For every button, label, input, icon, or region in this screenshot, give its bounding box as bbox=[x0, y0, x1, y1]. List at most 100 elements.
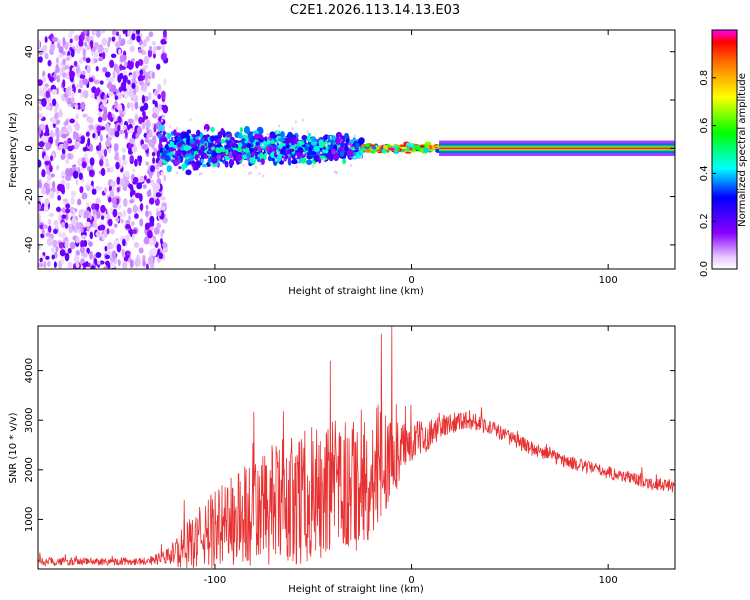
spectrogram-cell bbox=[50, 155, 54, 162]
spectrogram-cell bbox=[98, 142, 102, 151]
spectrogram-cell bbox=[56, 133, 60, 142]
spectrogram-cell bbox=[266, 132, 269, 136]
spectrogram-cell bbox=[338, 146, 344, 152]
spectrogram-cell bbox=[153, 226, 160, 235]
spectrogram-cell bbox=[88, 124, 95, 130]
spectrogram-cell bbox=[201, 163, 208, 168]
spectrogram-cell bbox=[92, 30, 97, 35]
spectrogram-cell bbox=[156, 170, 160, 179]
spectrogram-cell bbox=[65, 203, 71, 209]
spectrogram-cell bbox=[78, 39, 84, 47]
spectrogram-cell bbox=[242, 163, 245, 167]
spectrogram-cell bbox=[324, 134, 329, 140]
spectrogram-y-tick-label: -20 bbox=[24, 188, 35, 204]
spectrogram-cell bbox=[139, 69, 144, 76]
snr-x-tick: -100 bbox=[204, 326, 226, 586]
spectrogram-cell bbox=[78, 58, 84, 64]
spectrogram-cell bbox=[123, 60, 128, 68]
spectrogram-cell bbox=[145, 263, 149, 269]
spectrogram-cell bbox=[120, 218, 124, 224]
spectrogram-cell bbox=[163, 77, 167, 86]
spectrogram-cell bbox=[46, 183, 50, 189]
spectrogram-cell bbox=[54, 112, 59, 120]
spectrogram-cell bbox=[57, 183, 63, 192]
spectrogram-cell bbox=[42, 224, 48, 229]
spectrogram-cell bbox=[44, 135, 49, 143]
spectrogram-cell bbox=[185, 153, 189, 158]
spectrogram-cell bbox=[210, 126, 215, 133]
spectrogram-cell bbox=[300, 156, 307, 164]
spectrogram-cell bbox=[284, 154, 289, 160]
spectrogram-cell bbox=[122, 260, 128, 269]
spectrogram-cell bbox=[81, 192, 88, 200]
spectrogram-cell bbox=[161, 229, 165, 234]
spectrogram-cell bbox=[117, 115, 122, 124]
snr-y-ticks: 1000 2000 3000 4000 bbox=[24, 358, 675, 532]
spectrogram-cell bbox=[117, 259, 121, 267]
spectrogram-cell bbox=[79, 73, 86, 79]
spectrogram-cell bbox=[151, 41, 157, 46]
spectrogram-cell bbox=[62, 58, 66, 66]
spectrogram-cell bbox=[50, 173, 55, 178]
spectrogram-cell bbox=[225, 148, 229, 156]
spectrogram-cell bbox=[104, 187, 108, 194]
spectrogram-cell bbox=[151, 71, 155, 79]
spectrogram-cell bbox=[43, 261, 47, 269]
spectrogram-cell bbox=[123, 55, 127, 61]
spectrogram-cell bbox=[110, 180, 117, 188]
spectrogram-cell bbox=[306, 130, 309, 134]
spectrogram-cell bbox=[38, 181, 43, 189]
spectrogram-cell bbox=[71, 217, 77, 226]
spectrogram-cell bbox=[153, 123, 157, 132]
spectrogram-cell bbox=[38, 214, 41, 220]
spectrogram-cell bbox=[93, 213, 97, 223]
spectrogram-cell bbox=[64, 240, 69, 249]
spectrogram-cell bbox=[88, 241, 93, 247]
spectrogram-cell bbox=[261, 143, 264, 147]
spectrogram-cell bbox=[67, 247, 72, 254]
spectrogram-cell bbox=[132, 71, 137, 80]
spectrogram-cell bbox=[210, 146, 216, 151]
spectrogram-cell bbox=[61, 127, 68, 133]
spectrogram-cell bbox=[255, 141, 260, 146]
spectrogram-cell bbox=[94, 186, 101, 191]
spectrogram-cell bbox=[67, 152, 72, 160]
spectrogram-cell bbox=[165, 134, 168, 138]
spectrogram-cell bbox=[99, 134, 103, 142]
spectrogram-cell bbox=[331, 148, 337, 155]
spectrogram-y-tick: -20 bbox=[24, 188, 675, 205]
spectrogram-y-tick-label: 0 bbox=[24, 145, 35, 151]
spectrogram-cell bbox=[87, 137, 91, 147]
spectrogram-cell bbox=[113, 115, 118, 122]
spectrogram-cell bbox=[80, 31, 85, 41]
spectrogram-cell bbox=[259, 162, 262, 166]
spectrogram-cell bbox=[196, 129, 201, 137]
spectrogram-cell bbox=[147, 91, 152, 101]
spectrogram-cell bbox=[100, 126, 106, 131]
spectrogram-cell bbox=[76, 64, 80, 74]
spectrogram-cell bbox=[307, 137, 312, 143]
spectrogram-cell bbox=[344, 133, 349, 138]
spectrogram-cell bbox=[306, 159, 313, 166]
spectrogram-region-1 bbox=[157, 118, 365, 178]
spectrogram-cell bbox=[145, 119, 151, 129]
snr-y-axis-label: SNR (10 * v/v) bbox=[8, 412, 19, 483]
spectrogram-cell bbox=[127, 60, 131, 67]
spectrogram-cell bbox=[175, 126, 178, 130]
spectrogram-cell bbox=[112, 250, 117, 260]
spectrogram-cell bbox=[169, 125, 172, 129]
spectrogram-cell bbox=[47, 218, 52, 225]
spectrogram-cell bbox=[158, 159, 164, 168]
spectrogram-cell bbox=[73, 228, 78, 233]
spectrogram-cell bbox=[45, 127, 50, 135]
spectrogram-cell bbox=[124, 234, 130, 242]
spectrogram-cell bbox=[145, 204, 149, 210]
spectrogram-cell bbox=[318, 141, 325, 149]
spectrogram-cell bbox=[69, 241, 76, 250]
spectrogram-cell bbox=[186, 137, 191, 146]
spectrogram-cell bbox=[95, 211, 101, 219]
spectrogram-cell bbox=[229, 141, 233, 147]
spectrogram-cell bbox=[269, 140, 276, 145]
spectrogram-cell bbox=[51, 89, 57, 96]
spectrogram-cell bbox=[62, 79, 66, 88]
